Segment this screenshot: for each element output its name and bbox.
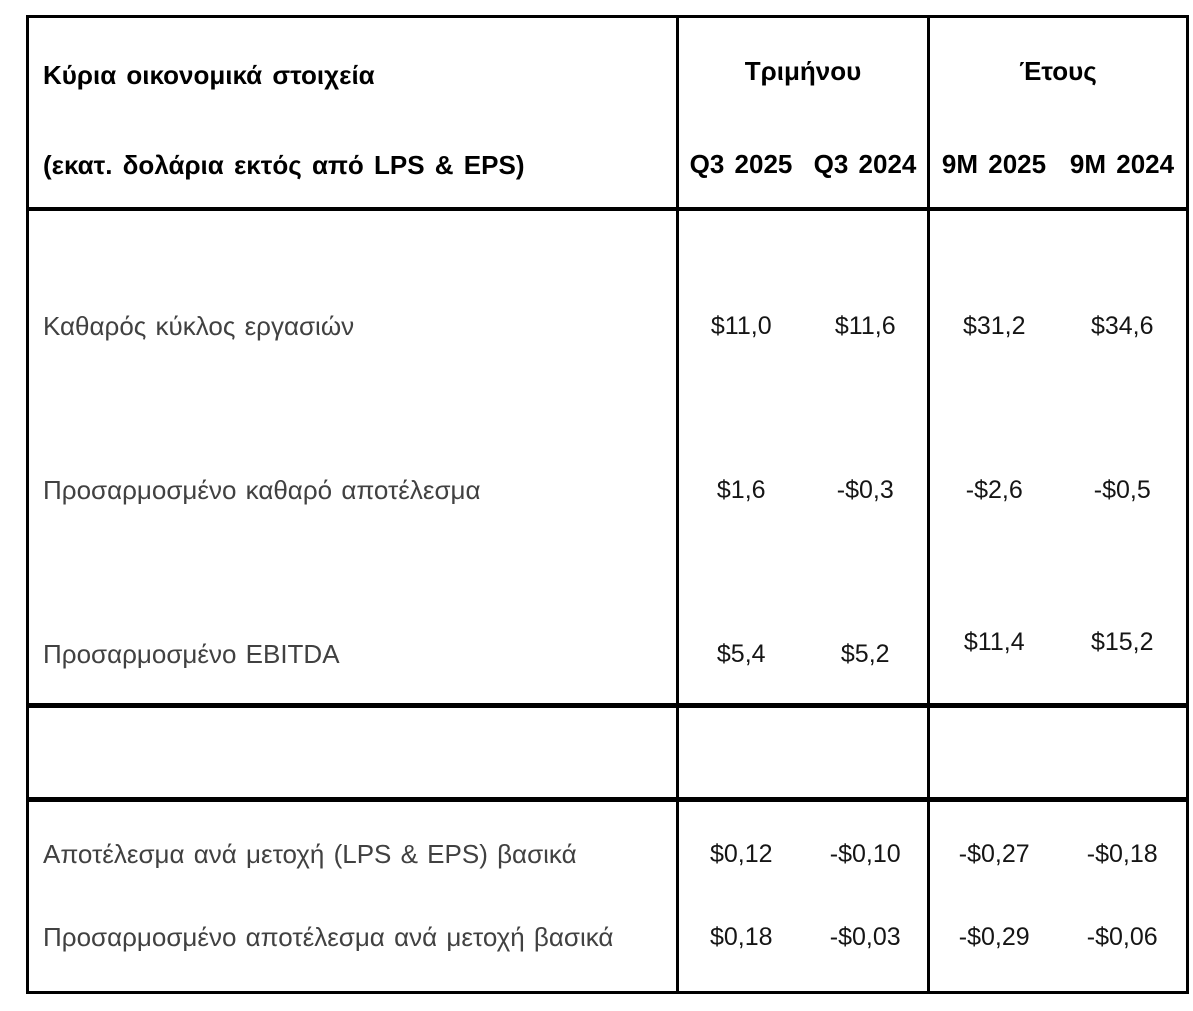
value-cell [676, 702, 804, 799]
value-cell: $31,2 [927, 208, 1059, 375]
col-header-q3-2024: Q3 2024 [813, 149, 917, 179]
value-cell: -$0,06 [1086, 923, 1158, 951]
table-subtitle: (εκατ. δολάρια εκτός από LPS & EPS) [43, 150, 525, 180]
group-quarter-label: Τριμήνου [744, 56, 862, 86]
table-row-adjusted-eps-basic: Προσαρμοσμένο αποτέλεσμα ανά μετοχή βασι… [28, 893, 1188, 992]
quarter-subheaders: Q3 2025 Q3 2024 [679, 149, 927, 179]
year-subheaders: 9M 2025 9M 2024 [930, 149, 1186, 179]
row-label: Προσαρμοσμένο καθαρό αποτέλεσμα [43, 474, 481, 505]
table-header-row: Κύρια οικονομικά στοιχεία (εκατ. δολάρια… [27, 16, 1188, 211]
value-cell [927, 702, 1059, 799]
value-cell: -$0,27 [927, 796, 1059, 894]
value-cell [803, 702, 929, 799]
value-cell: -$0,3 [836, 475, 894, 504]
row-label: Προσαρμοσμένο EBITDA [43, 638, 340, 669]
column-group-quarter: Τριμήνου Q3 2025 Q3 2024 [676, 16, 929, 211]
value-cell: -$0,29 [927, 893, 1059, 992]
row-label [27, 702, 678, 799]
col-header-9m-2024: 9M 2024 [1069, 149, 1175, 179]
value-cell: -$0,5 [1093, 475, 1151, 504]
value-cell: $0,12 [676, 796, 804, 894]
financial-table: Κύρια οικονομικά στοιχεία (εκατ. δολάρια… [26, 15, 1189, 994]
value-cell: -$0,03 [829, 923, 901, 951]
value-cell: $5,4 [676, 538, 804, 705]
col-header-q3-2025: Q3 2025 [689, 149, 793, 179]
value-cell: -$0,18 [1058, 796, 1188, 894]
table-row-adjusted-net-result: Προσαρμοσμένο καθαρό αποτέλεσμα $1,6 -$0… [28, 374, 1188, 539]
value-cell: -$2,6 [927, 374, 1059, 539]
value-cell: $11,4 [927, 538, 1059, 705]
value-cell: $0,18 [676, 893, 804, 992]
value-cell: $34,6 [1090, 311, 1154, 340]
table-row-eps-basic: Αποτέλεσμα ανά μετοχή (LPS & EPS) βασικά… [27, 796, 1188, 894]
column-group-year: Έτους 9M 2025 9M 2024 [927, 16, 1188, 211]
group-year-label: Έτους [1019, 56, 1097, 86]
value-cell: $15,2 [1090, 627, 1154, 656]
col-header-9m-2025: 9M 2025 [941, 149, 1047, 179]
row-label: Καθαρός κύκλος εργασιών [43, 310, 355, 341]
row-label: Προσαρμοσμένο αποτέλεσμα ανά μετοχή βασι… [43, 922, 614, 952]
table-row-net-revenue: Καθαρός κύκλος εργασιών $11,0 $11,6 $31,… [28, 208, 1188, 375]
value-cell: $11,6 [834, 311, 896, 340]
table-row-spacer [27, 702, 1188, 799]
row-label: Αποτέλεσμα ανά μετοχή (LPS & EPS) βασικά [27, 796, 678, 894]
table-title: Κύρια οικονομικά στοιχεία [43, 60, 375, 90]
value-cell: $1,6 [676, 374, 804, 539]
value-cell: $11,0 [676, 208, 804, 375]
value-cell [1058, 702, 1188, 799]
value-cell: -$0,10 [803, 796, 929, 894]
value-cell: $5,2 [840, 639, 890, 668]
header-label-cell: Κύρια οικονομικά στοιχεία (εκατ. δολάρια… [27, 16, 678, 211]
table-row-adjusted-ebitda: Προσαρμοσμένο EBITDA $5,4 $5,2 $11,4 $15… [28, 538, 1188, 705]
